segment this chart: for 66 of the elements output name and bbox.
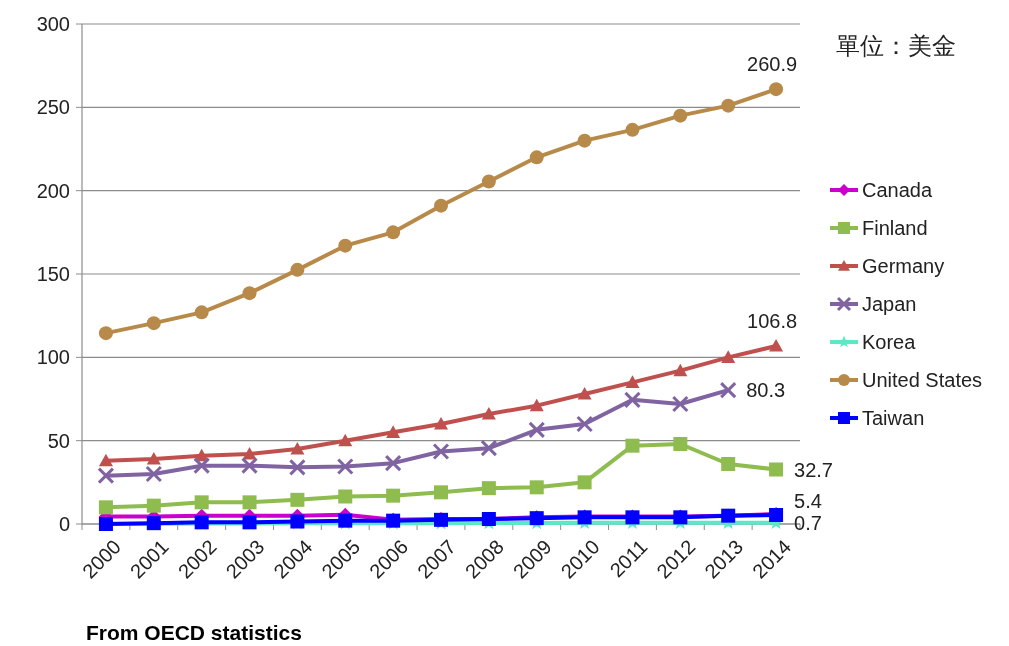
point — [625, 438, 640, 453]
annotation: 32.7 — [794, 458, 833, 481]
point — [577, 475, 592, 490]
legend-label: United States — [862, 369, 983, 391]
y-tick-label: 150 — [36, 263, 70, 285]
legend-label: Germany — [862, 255, 945, 277]
point — [386, 225, 401, 240]
point — [338, 238, 353, 253]
point — [434, 198, 448, 213]
point — [673, 437, 688, 451]
point — [98, 500, 113, 515]
point — [529, 480, 544, 495]
point — [434, 485, 448, 500]
point — [242, 286, 257, 301]
point — [338, 433, 353, 447]
point — [721, 350, 736, 363]
point — [625, 122, 640, 137]
point — [194, 495, 209, 510]
point — [290, 442, 305, 455]
point — [386, 425, 401, 438]
point — [529, 150, 544, 165]
point — [769, 339, 784, 352]
y-tick-label: 0 — [58, 513, 70, 535]
legend-label: Korea — [862, 331, 917, 353]
point — [98, 326, 113, 341]
point — [673, 108, 688, 123]
y-tick-label: 200 — [36, 179, 70, 202]
point — [481, 481, 496, 496]
point — [242, 495, 257, 510]
y-tick-label: 50 — [47, 429, 70, 452]
point — [290, 262, 305, 277]
point — [386, 488, 401, 503]
annotation: 80.3 — [746, 379, 786, 402]
annotation: 260.9 — [747, 53, 798, 76]
legend-label: Taiwan — [862, 407, 925, 429]
point — [625, 375, 640, 388]
point — [146, 498, 161, 513]
point — [577, 387, 592, 400]
legend-label: Japan — [862, 293, 917, 315]
legend-label: Finland — [862, 217, 928, 239]
point — [338, 489, 353, 504]
annotation: 0.7 — [794, 511, 822, 534]
y-tick-label: 100 — [36, 346, 70, 369]
text: 單位：美金 — [836, 32, 956, 60]
point — [673, 363, 688, 377]
point — [146, 452, 161, 465]
point — [769, 462, 784, 477]
point — [242, 447, 257, 460]
point — [194, 305, 209, 320]
point — [721, 98, 736, 113]
point — [481, 407, 496, 420]
annotation: 5.4 — [794, 489, 822, 512]
annotation: 106.8 — [747, 310, 798, 332]
text: From OECD statistics — [86, 621, 302, 644]
point — [434, 417, 448, 430]
y-tick-label: 250 — [36, 96, 70, 119]
point — [146, 316, 161, 331]
point — [98, 453, 113, 467]
legend-label: Canada — [862, 179, 933, 201]
point — [577, 133, 592, 148]
point — [721, 457, 736, 471]
point — [529, 398, 544, 412]
point — [769, 82, 784, 97]
y-tick-label: 300 — [36, 13, 70, 35]
point — [481, 174, 496, 189]
point — [290, 492, 305, 507]
